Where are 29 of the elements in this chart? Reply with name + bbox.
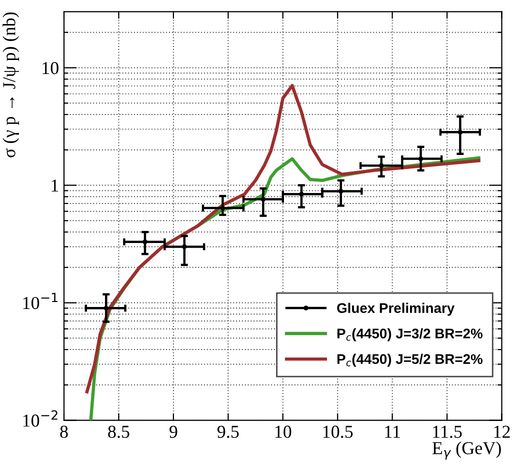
y-axis-title: σ (γ p → J/ψ p) (nb) bbox=[2, 12, 19, 158]
y-tick-label: 1 bbox=[52, 180, 58, 192]
point bbox=[260, 196, 266, 202]
point bbox=[299, 192, 304, 197]
point bbox=[104, 306, 109, 311]
x-tick-label: 11 bbox=[385, 426, 400, 438]
y-tick-label: 10 bbox=[42, 62, 58, 74]
x-tick-label: 11.5 bbox=[433, 426, 462, 438]
x-tick-label: 10.5 bbox=[323, 426, 353, 438]
point bbox=[338, 188, 344, 194]
x-tick-label: 9.5 bbox=[217, 426, 239, 438]
point bbox=[378, 163, 384, 168]
point bbox=[418, 156, 424, 162]
legend-label: P$_{c}$(4450) J=3/2 BR=2% bbox=[337, 328, 483, 342]
x-tick-label: 9 bbox=[170, 426, 178, 438]
point bbox=[458, 130, 463, 135]
x-tick-label: 8 bbox=[60, 426, 68, 438]
line-series bbox=[85, 84, 480, 394]
point bbox=[182, 244, 187, 250]
x-tick-label: 10 bbox=[275, 426, 292, 438]
point bbox=[220, 206, 226, 210]
y-tick-label: 10$^{−1}$ bbox=[23, 292, 58, 310]
x-tick-label: 12 bbox=[494, 426, 510, 438]
y-tick-label: 10$^{−2}$ bbox=[23, 410, 58, 427]
x-axis-title: E$_{γ}$ (GeV) bbox=[432, 442, 501, 460]
point bbox=[142, 239, 148, 244]
x-tick-label: 8.5 bbox=[108, 426, 130, 438]
legend-label: P$_{c}$(4450) J=5/2 BR=2% bbox=[337, 354, 483, 367]
legend-label: Gluex Preliminary bbox=[337, 302, 455, 316]
